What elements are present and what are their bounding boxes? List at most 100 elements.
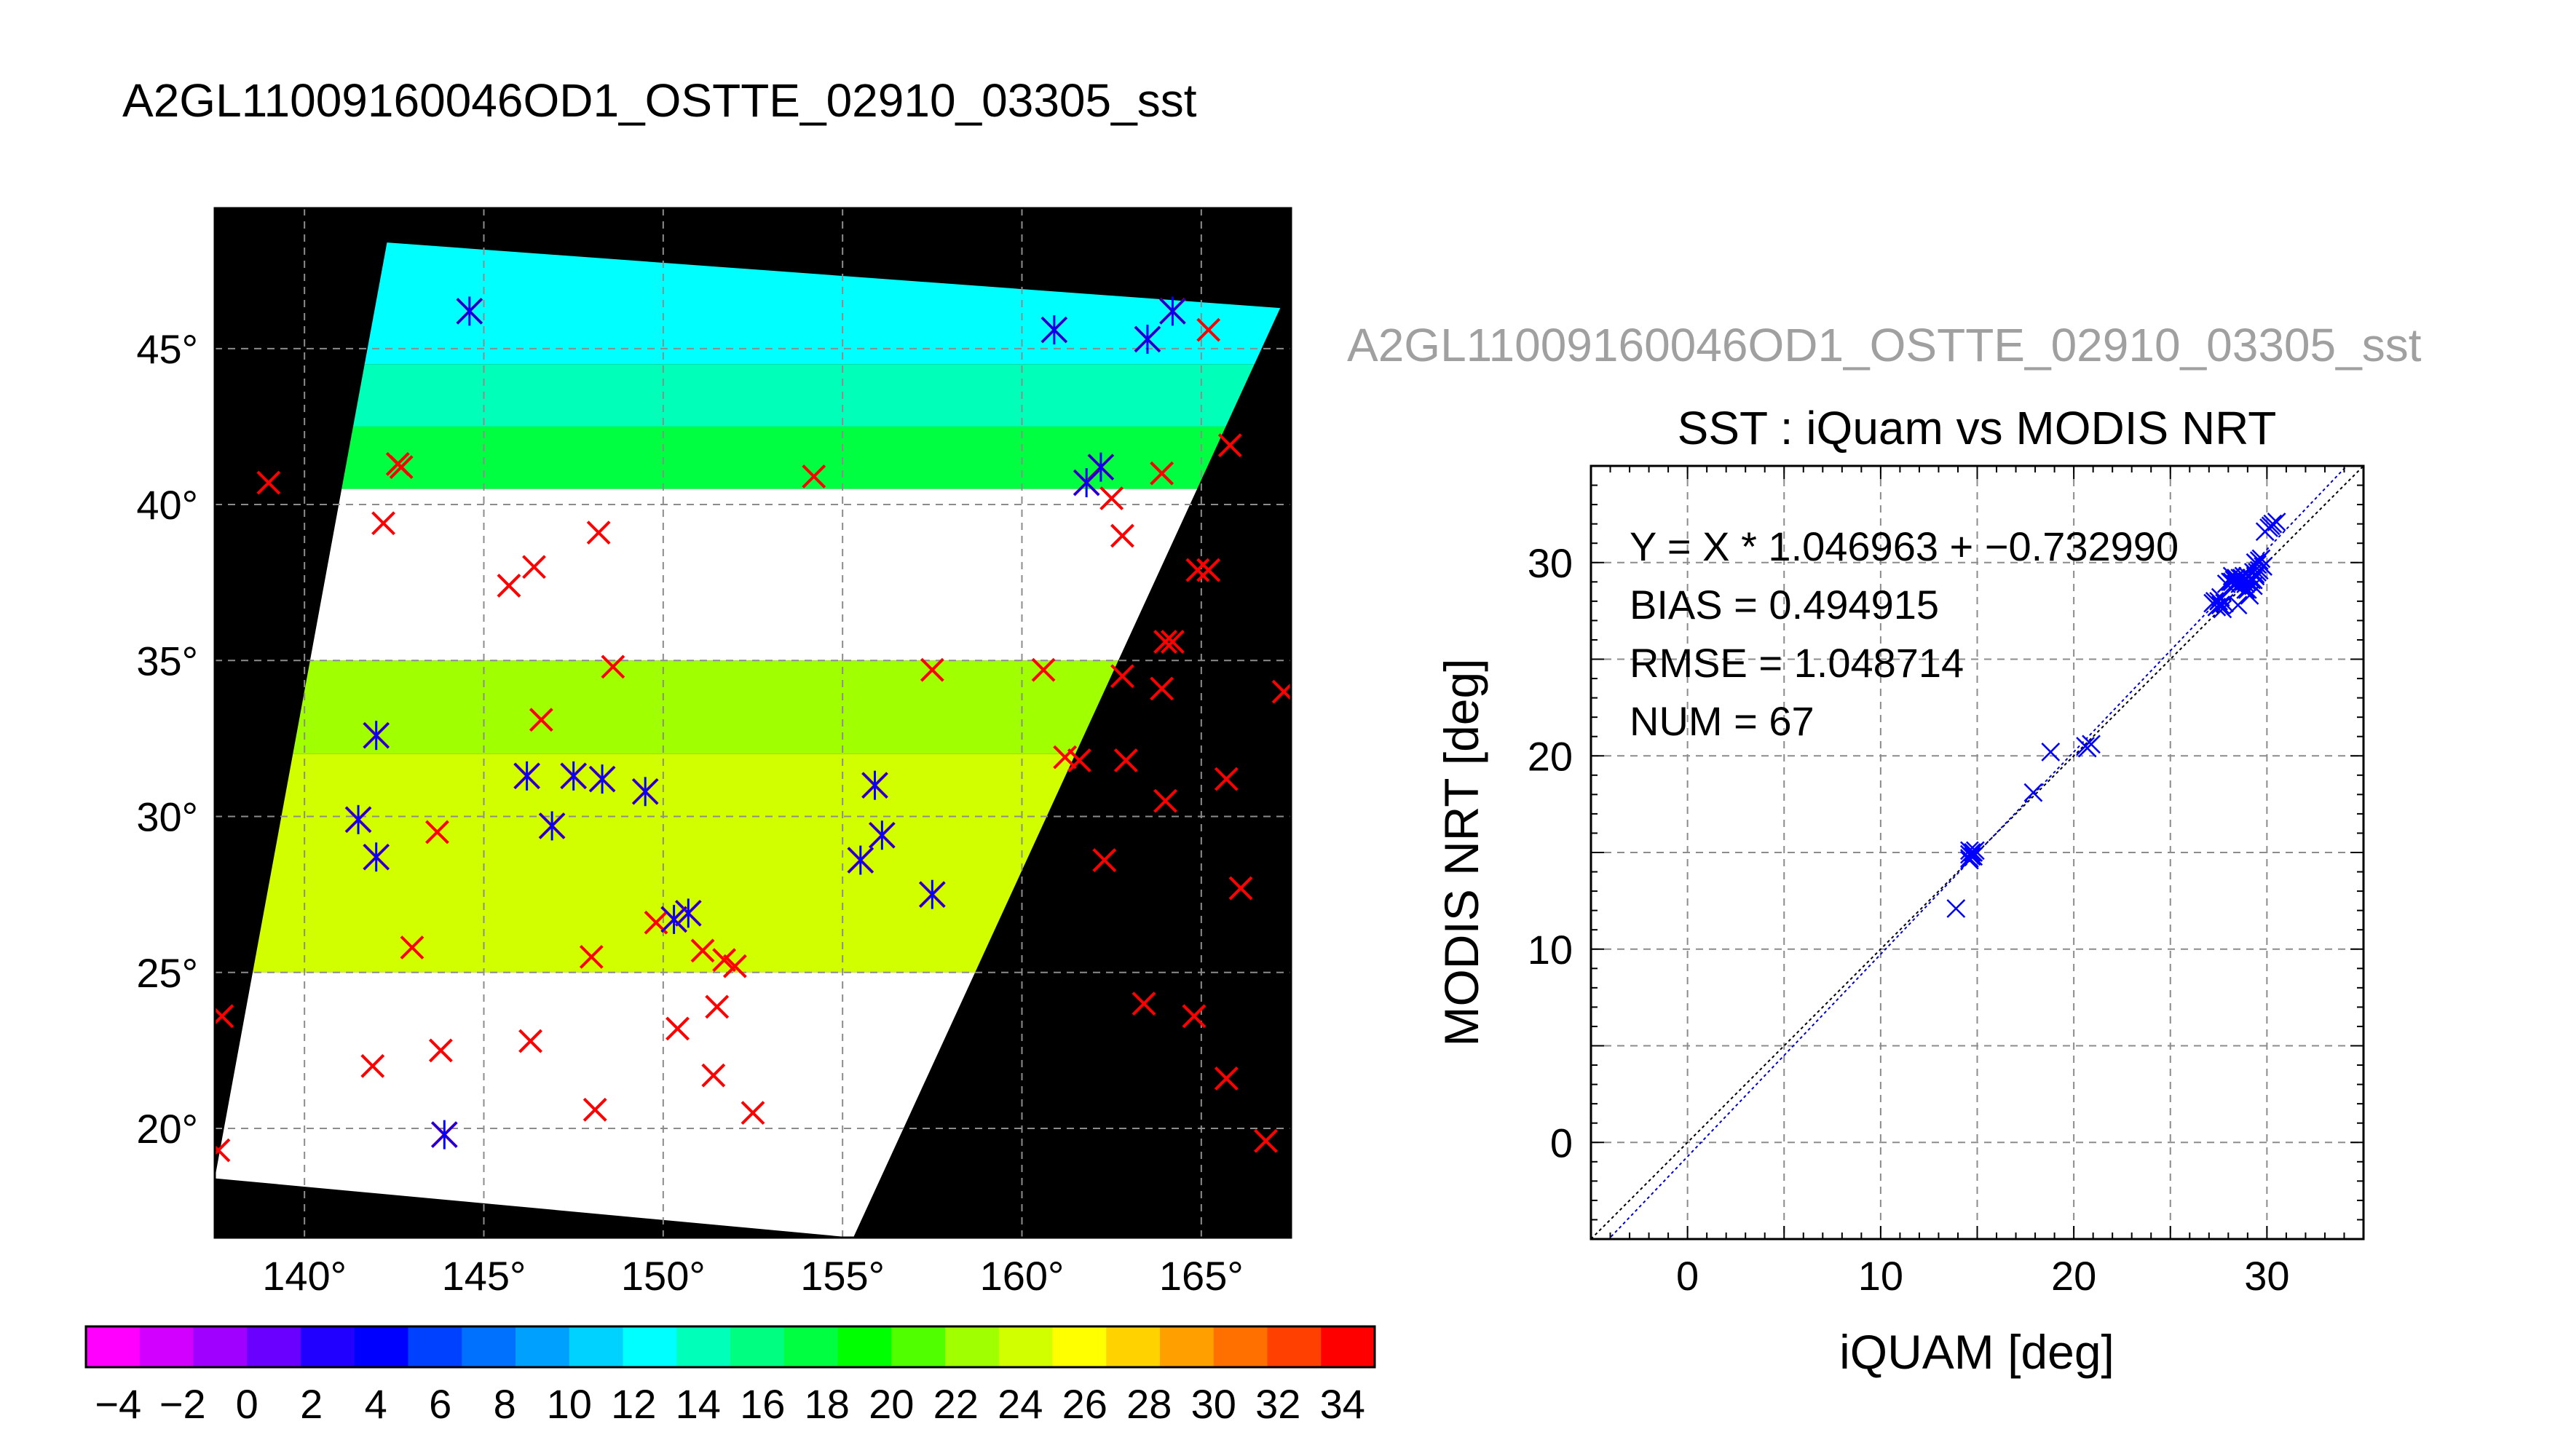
colorbar-tick-label: 22 — [933, 1381, 979, 1427]
page-title: A2GL11009160046OD1_OSTTE_02910_03305_sst — [122, 74, 1197, 127]
scatter-point — [1964, 843, 1983, 862]
scatter-panel: SST : iQuam vs MODIS NRT 0 10 20 30 0 10 20 30… — [1434, 402, 2365, 1379]
matched-point — [456, 296, 483, 326]
colorbar-tick-label: 20 — [869, 1381, 914, 1427]
scatter-point — [2077, 738, 2097, 758]
scatter-point — [2240, 586, 2259, 605]
unmatched-point — [741, 1101, 765, 1125]
scatter-point — [1960, 849, 1979, 868]
colorbar-cell — [730, 1326, 785, 1367]
unmatched-point — [1214, 767, 1239, 791]
unmatched-point — [1271, 679, 1291, 704]
colorbar-cell — [998, 1326, 1053, 1367]
map-x-tick-label: 160° — [980, 1253, 1065, 1299]
map-y-tick-label: 35° — [136, 638, 198, 684]
scatter-point — [2243, 576, 2263, 596]
colorbar-tick-label: 0 — [236, 1381, 258, 1427]
unmatched-point — [1196, 558, 1221, 582]
unmatched-point — [1110, 664, 1134, 689]
colorbar-cell — [1321, 1326, 1375, 1367]
unmatched-point — [705, 994, 730, 1019]
unmatched-point — [385, 451, 410, 476]
unmatched-point — [1196, 317, 1221, 342]
map-x-tick-label: 140° — [262, 1253, 347, 1299]
unmatched-point — [666, 1016, 690, 1041]
matched-point — [1134, 324, 1161, 354]
stats-text: Y = X * 1.046963 + −0.732990 BIAS = 0.49… — [1630, 523, 2179, 744]
colorbar-tick-label: 10 — [547, 1381, 592, 1427]
unmatched-point — [1150, 676, 1174, 701]
matched-point — [344, 804, 372, 834]
colorbar-cell — [1106, 1326, 1161, 1367]
unmatched-point — [712, 948, 737, 973]
colorbar-cell — [1213, 1326, 1268, 1367]
scatter-point — [2041, 743, 2061, 761]
colorbar-tick-labels: −4 −2 0 2 4 6 8 10 12 14 16 18 20 22 24 26 28 30 32 34 — [95, 1381, 1365, 1427]
unmatched-point — [215, 1138, 231, 1163]
unmatched-point — [1110, 523, 1134, 548]
scatter-x-axis-label: iQUAM [deg] — [1839, 1325, 2114, 1379]
matched-point — [430, 1120, 458, 1150]
sst-band — [215, 426, 1281, 489]
colorbar-cell — [676, 1326, 731, 1367]
colorbar-tick-label: 32 — [1255, 1381, 1300, 1427]
unmatched-point — [428, 1038, 453, 1063]
matched-point — [868, 820, 896, 850]
unmatched-point — [722, 954, 747, 978]
sst-map-panel: 140° 145° 150° 155° 160° 165° 20° 25° 30° 35° 40°… — [136, 207, 1292, 1299]
unmatched-point — [1031, 657, 1056, 682]
unmatched-point — [256, 470, 281, 495]
colorbar-tick-label: 14 — [676, 1381, 721, 1427]
unmatched-point — [1161, 630, 1185, 654]
matched-point — [1073, 468, 1100, 498]
map-y-tick-label: 30° — [136, 794, 198, 840]
colorbar-tick-label: 4 — [365, 1381, 387, 1427]
matched-point — [918, 879, 946, 909]
scatter-y-axis-label: MODIS NRT [deg] — [1434, 658, 1488, 1046]
unmatched-point — [701, 1063, 726, 1088]
map-x-tick-label: 155° — [800, 1253, 885, 1299]
unmatched-point — [1214, 1067, 1239, 1091]
unmatched-point — [518, 1029, 542, 1053]
scatter-point — [2213, 599, 2232, 619]
unmatched-point — [371, 511, 395, 536]
colorbar-cell — [1160, 1326, 1215, 1367]
scatter-point — [2228, 596, 2248, 615]
scatter-title: SST : iQuam vs MODIS NRT — [1678, 402, 2277, 454]
stats-bias: BIAS = 0.494915 — [1630, 582, 1939, 628]
scatter-y-tick-label: 0 — [1550, 1120, 1573, 1166]
colorbar-frame — [84, 1325, 1376, 1369]
unmatched-point — [1153, 630, 1177, 654]
scatter-x-tick-label: 10 — [1858, 1253, 1903, 1299]
colorbar-cell — [891, 1326, 946, 1367]
scatter-point — [2023, 783, 2043, 802]
map-y-tick-labels: 20° 25° 30° 35° 40° 45° — [136, 326, 198, 1152]
scatter-x-tick-label: 30 — [2244, 1253, 2289, 1299]
map-gridlines — [215, 208, 1291, 1238]
colorbar-tick-label: 18 — [805, 1381, 850, 1427]
colorbar-cell — [623, 1326, 677, 1367]
map-y-tick-label: 20° — [136, 1106, 198, 1152]
colorbar-tick-label: 2 — [300, 1381, 323, 1427]
colorbar: −4 −2 0 2 4 6 8 10 12 14 16 18 20 22 24 26 28 30 32 34 — [84, 1325, 1376, 1427]
unmatched-point — [690, 938, 715, 963]
colorbar-tick-label: −4 — [95, 1381, 141, 1427]
unmatched-point — [1053, 745, 1078, 769]
matched-point — [1159, 296, 1186, 326]
colorbar-tick-label: 6 — [429, 1381, 451, 1427]
matched-point — [363, 721, 390, 751]
colorbar-cell — [301, 1326, 355, 1367]
scatter-point — [2216, 574, 2236, 593]
colorbar-tick-label: 24 — [998, 1381, 1043, 1427]
map-y-tick-label: 40° — [136, 482, 198, 528]
matched-point — [588, 764, 616, 794]
scatter-point — [2249, 551, 2269, 570]
sst-band — [215, 488, 1281, 661]
matched-point — [1087, 452, 1115, 482]
scatter-point — [2243, 563, 2263, 582]
scatter-y-tick-label: 10 — [1528, 927, 1573, 973]
scatter-point — [2222, 566, 2242, 586]
scatter-x-tick-label: 20 — [2051, 1253, 2096, 1299]
colorbar-cell — [408, 1326, 462, 1367]
unmatched-point — [1182, 1004, 1207, 1029]
